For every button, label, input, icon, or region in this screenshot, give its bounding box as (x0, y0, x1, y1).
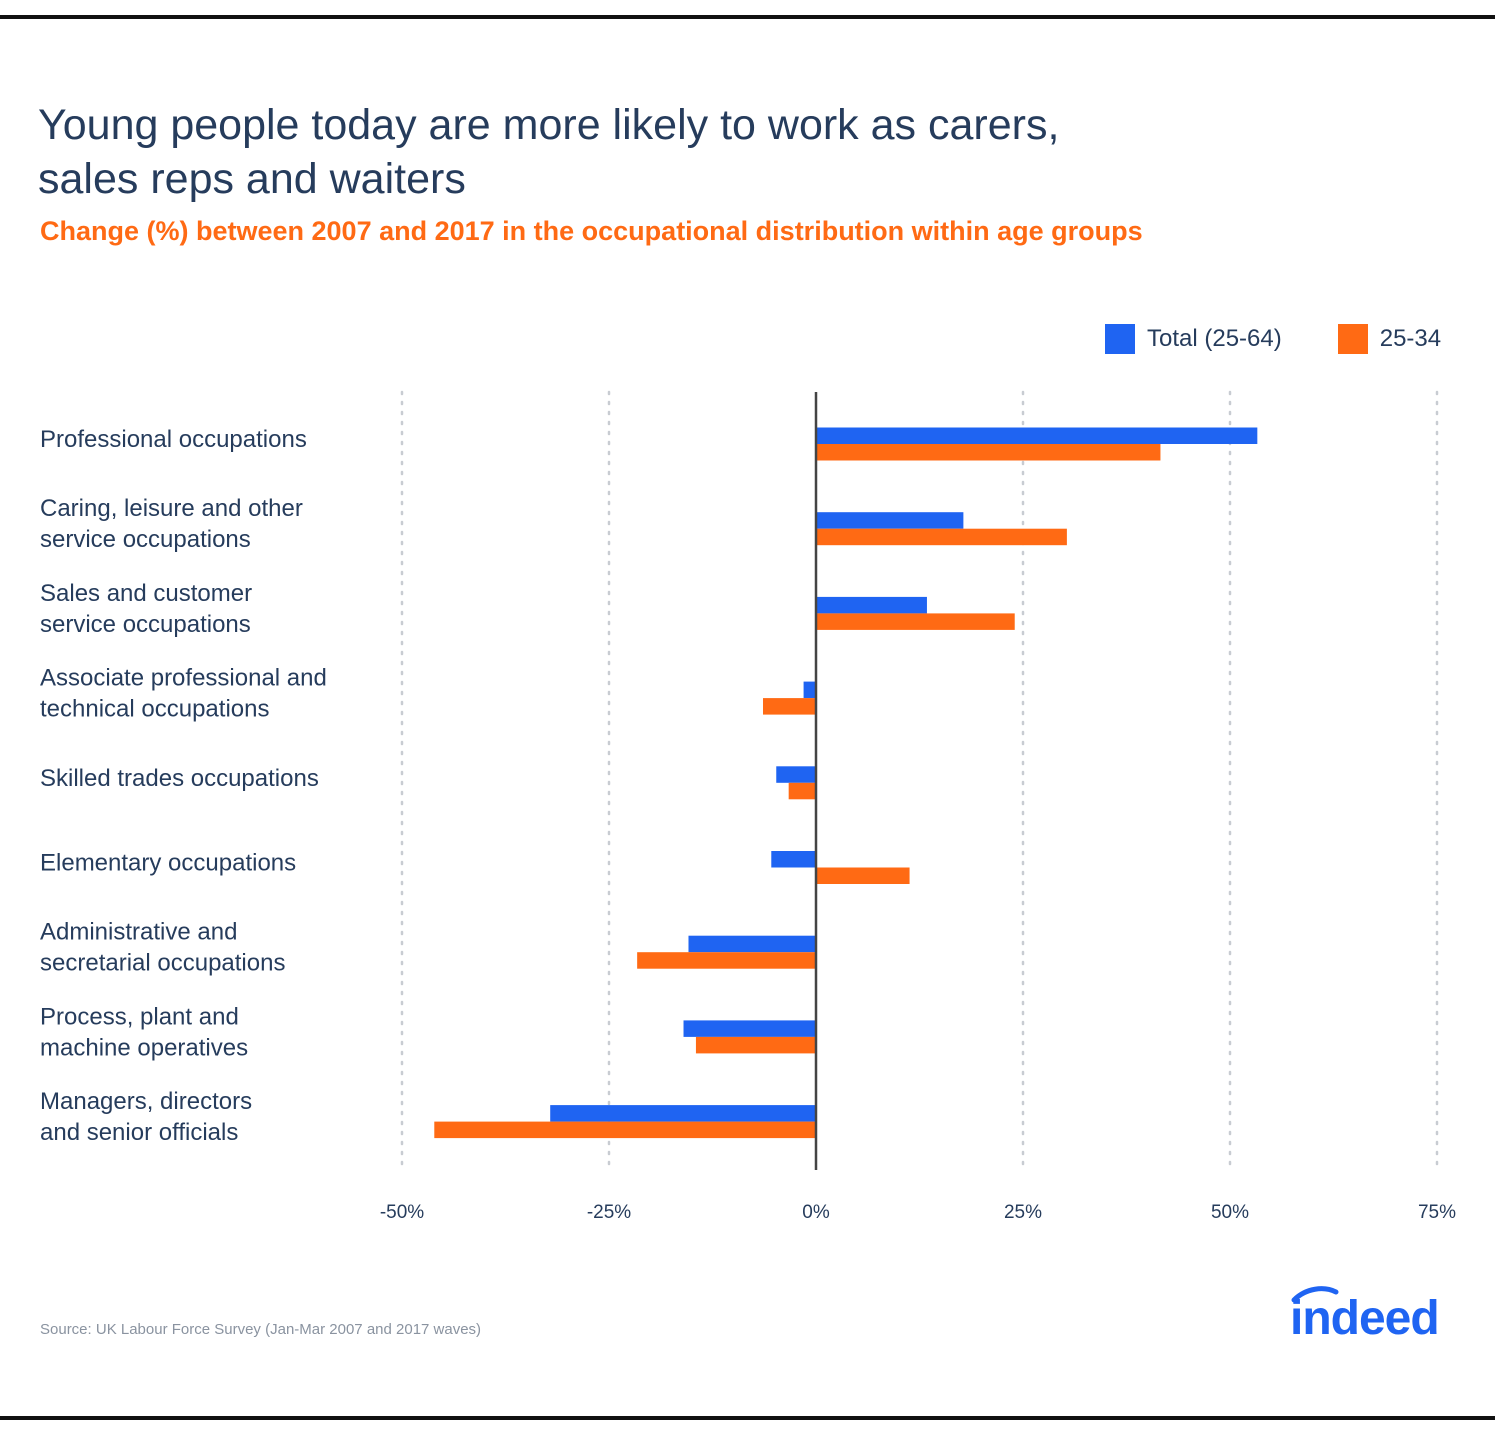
indeed-logo: indeed (1290, 1286, 1440, 1345)
bottom-rule (0, 1416, 1495, 1420)
legend-swatch-total (1105, 324, 1135, 354)
x-tick-label: 50% (1211, 1202, 1249, 1223)
bar-total (816, 427, 1258, 444)
category-label: Sales and customer service occupations (40, 580, 252, 638)
category-label: Associate professional and technical occu… (40, 665, 327, 723)
x-tick-label: -50% (380, 1202, 424, 1223)
title-line-2: sales reps and waiters (38, 155, 466, 203)
bar-total (683, 1020, 816, 1037)
bar-total (776, 766, 816, 783)
legend: Total (25-64) 25-34 (1105, 322, 1441, 356)
bar-25-34 (816, 613, 1015, 630)
category-label: Skilled trades occupations (40, 765, 319, 792)
legend-label-total: Total (25-64) (1147, 325, 1282, 352)
logo-wordmark: indeed (1290, 1292, 1439, 1345)
x-tick-label: 25% (1004, 1202, 1042, 1223)
legend-label-25-34: 25-34 (1379, 325, 1442, 352)
top-rule (0, 15, 1495, 19)
bar-25-34 (434, 1121, 816, 1139)
legend-swatch-25-34 (1337, 324, 1368, 354)
bar-25-34 (788, 782, 816, 800)
category-label: Elementary occupations (40, 850, 296, 877)
x-tick-label: -25% (587, 1202, 631, 1223)
bar-total (816, 596, 927, 614)
legend-item-25-34: 25-34 (1337, 324, 1442, 354)
bar-total (816, 512, 964, 529)
logo-arc (1291, 1286, 1339, 1303)
bar-25-34 (816, 528, 1067, 546)
bar-total (803, 681, 816, 699)
category-label: Managers, directors and senior officials (40, 1088, 252, 1146)
legend-item-total: Total (25-64) (1105, 324, 1282, 354)
bar-total (771, 851, 816, 868)
source-note: Source: UK Labour Force Survey (Jan-Mar … (40, 1321, 482, 1338)
category-label: Professional occupations (40, 426, 307, 453)
bar-25-34 (695, 1036, 816, 1054)
bar-25-34 (816, 444, 1161, 461)
category-label: Process, plant and machine operatives (40, 1003, 248, 1061)
bar-25-34 (763, 698, 816, 715)
title-line-1: Young people today are more likely to wo… (38, 101, 1060, 149)
x-tick-label: 75% (1418, 1202, 1456, 1223)
bar-total (550, 1105, 816, 1122)
x-tick-label: 0% (802, 1202, 830, 1223)
category-label: Administrative and secretarial occupation… (40, 919, 285, 977)
category-label: Caring, leisure and other service occupat… (40, 495, 303, 553)
bar-total (688, 935, 816, 953)
chart-title: Young people today are more likely to wo… (38, 98, 1438, 206)
chart-subtitle: Change (%) between 2007 and 2017 in the … (40, 216, 1143, 246)
bar-25-34 (637, 952, 816, 969)
bar-25-34 (816, 867, 910, 884)
